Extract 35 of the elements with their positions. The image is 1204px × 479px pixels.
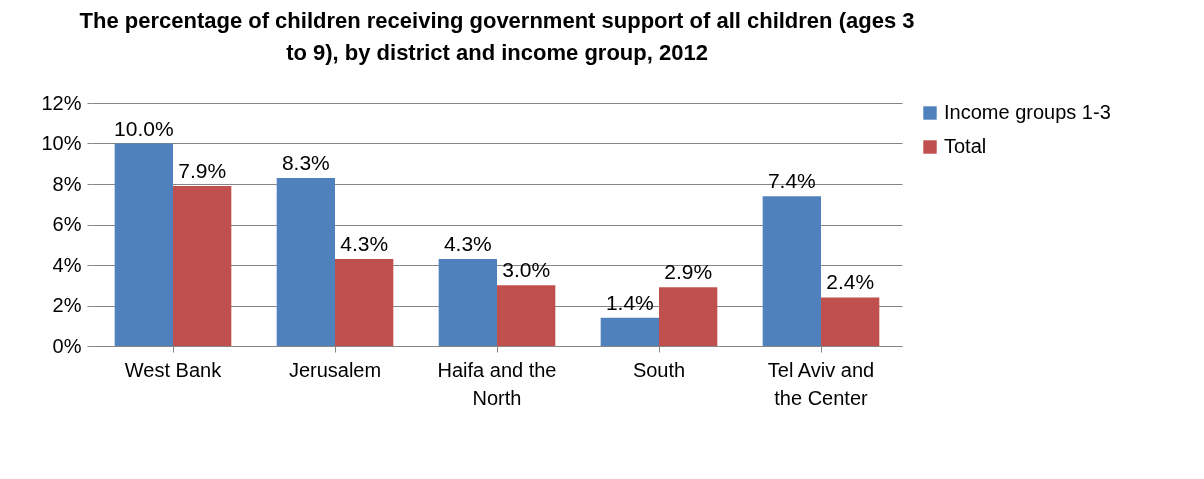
data-label: 10.0% bbox=[114, 116, 174, 140]
x-tick-label: Jerusalem bbox=[288, 358, 382, 381]
bar bbox=[276, 177, 335, 346]
bar bbox=[173, 186, 232, 346]
bar bbox=[659, 287, 718, 346]
legend-label: Total bbox=[944, 135, 987, 157]
bar bbox=[821, 297, 880, 346]
x-tick-label: Tel Aviv and the Center bbox=[767, 358, 875, 409]
bar bbox=[600, 317, 659, 346]
data-label: 8.3% bbox=[281, 150, 330, 174]
y-tick-label: 4% bbox=[52, 253, 82, 276]
data-label: 7.9% bbox=[178, 159, 227, 183]
x-tick-label: West Bank bbox=[124, 358, 223, 381]
bar bbox=[114, 143, 173, 346]
bar bbox=[335, 258, 394, 346]
data-label: 2.4% bbox=[826, 270, 875, 294]
y-tick-label: 6% bbox=[52, 213, 82, 235]
data-label: 4.3% bbox=[443, 231, 492, 255]
x-tick-label: South bbox=[632, 358, 686, 381]
y-tick-label: 8% bbox=[52, 172, 82, 195]
y-tick-label: 0% bbox=[52, 334, 82, 357]
y-tick-label: 12% bbox=[41, 91, 82, 114]
data-label: 2.9% bbox=[664, 260, 713, 284]
legend-label: Income groups 1-3 bbox=[944, 101, 1111, 123]
bar bbox=[497, 285, 556, 346]
y-tick-label: 2% bbox=[52, 294, 82, 316]
data-label: 7.4% bbox=[767, 169, 816, 193]
data-label: 3.0% bbox=[502, 258, 551, 282]
y-tick-label: 10% bbox=[41, 132, 82, 154]
x-tick-label: Haifa and the North bbox=[437, 358, 557, 409]
chart-title: The percentage of children receiving government support of all children (ages 3 to 9), by district and income group, 2012 bbox=[79, 8, 915, 65]
data-label: 1.4% bbox=[605, 290, 654, 314]
bar bbox=[438, 258, 497, 346]
data-label: 4.3% bbox=[340, 231, 389, 255]
bar bbox=[762, 196, 821, 346]
